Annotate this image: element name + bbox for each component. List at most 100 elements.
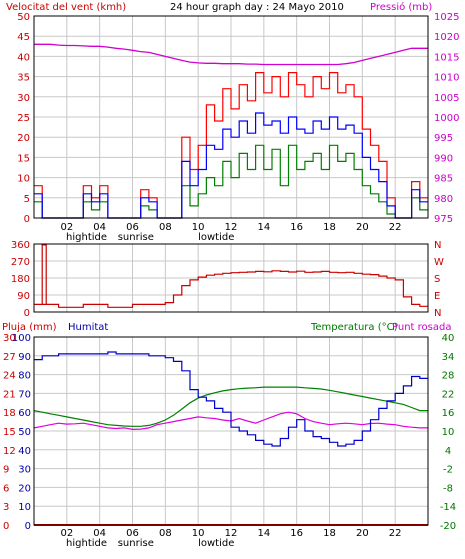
p1-ytick-right-975: 975 (434, 214, 453, 225)
p3-ytick-rain-21: 21 (3, 389, 16, 400)
p3-ytick-hum-100: 100 (12, 333, 31, 344)
p3-ytick-right--8: -8 (443, 483, 453, 494)
p3-ytick-rain-12: 12 (3, 446, 16, 457)
p3-ytick-right-40: 40 (442, 333, 455, 344)
p3-ytick-rain-24: 24 (3, 371, 16, 382)
p3-xtick-14: 14 (257, 528, 270, 539)
p1-ytick-left-20: 20 (17, 133, 30, 144)
p2-ytick-right-N-4: N (434, 308, 441, 319)
p3-xtick-12: 12 (225, 528, 238, 539)
p1-ytick-left-0: 0 (24, 214, 30, 225)
p3-ytick-hum-50: 50 (18, 427, 31, 438)
p1-ytick-left-10: 10 (17, 174, 30, 185)
p3-ytick-hum-10: 10 (18, 502, 31, 513)
p3-event-lowtide: lowtide (198, 538, 234, 549)
p1-ytick-left-15: 15 (17, 153, 30, 164)
temperature-label: Temperatura (°C) (310, 322, 398, 333)
p3-ytick-hum-20: 20 (18, 483, 31, 494)
p3-ytick-rain-18: 18 (3, 408, 16, 419)
wind-speed-label: Velocitat del vent (kmh) (6, 2, 126, 13)
p3-xtick-10: 10 (192, 528, 205, 539)
p3-xtick-08: 08 (159, 528, 172, 539)
p1-xtick-06: 06 (126, 222, 139, 233)
p1-ytick-right-1010: 1010 (434, 73, 459, 84)
p3-ytick-rain-6: 6 (3, 483, 9, 494)
p1-ytick-left-5: 5 (24, 194, 30, 205)
p3-ytick-right--14: -14 (440, 502, 456, 513)
p1-event-sunrise: sunrise (118, 232, 154, 243)
p1-xtick-20: 20 (356, 222, 369, 233)
p3-ytick-rain-0: 0 (3, 521, 9, 532)
pressure-series-line (34, 43, 428, 66)
p1-xtick-18: 18 (323, 222, 336, 233)
p1-ytick-left-35: 35 (17, 73, 30, 84)
humidity-temperature-panel: 3027242118151296301009080706050403020100… (3, 333, 456, 549)
p3-xtick-20: 20 (356, 528, 369, 539)
p3-ytick-rain-3: 3 (3, 502, 9, 513)
p3-ytick-rain-15: 15 (3, 427, 16, 438)
dewpoint-label: Punt rosada (392, 322, 451, 333)
p3-ytick-hum-90: 90 (18, 352, 31, 363)
p3-ytick-right-28: 28 (442, 371, 455, 382)
p2-ytick-left-270: 270 (11, 257, 30, 268)
p3-xtick-02: 02 (60, 528, 73, 539)
p3-xtick-18: 18 (323, 528, 336, 539)
p3-ytick-hum-40: 40 (18, 446, 31, 457)
p1-ytick-right-990: 990 (434, 153, 453, 164)
p2-ytick-right-S-2: S (434, 274, 440, 285)
p3-ytick-right-22: 22 (442, 389, 455, 400)
p1-event-hightide: hightide (66, 232, 107, 243)
p3-xtick-06: 06 (126, 528, 139, 539)
p1-ytick-right-1025: 1025 (434, 12, 459, 23)
p1-ytick-right-1005: 1005 (434, 93, 459, 104)
p3-xtick-04: 04 (93, 528, 106, 539)
p3-xtick-22: 22 (389, 528, 402, 539)
pressure-label: Pressió (mb) (370, 1, 432, 13)
p3-ytick-right--20: -20 (440, 521, 456, 532)
p3-ytick-hum-60: 60 (18, 408, 31, 419)
p3-ytick-hum-70: 70 (18, 389, 31, 400)
p1-ytick-left-25: 25 (17, 113, 30, 124)
p1-xtick-10: 10 (192, 222, 205, 233)
p2-frame (33, 243, 429, 313)
p1-ytick-left-30: 30 (17, 93, 30, 104)
p3-ytick-hum-30: 30 (18, 465, 31, 476)
p3-ytick-right-4: 4 (445, 446, 451, 457)
rain-label: Pluja (mm) (2, 322, 57, 333)
p1-ytick-left-50: 50 (17, 12, 30, 23)
p1-ytick-right-1020: 1020 (434, 32, 459, 43)
p1-frame (33, 15, 429, 219)
p3-frame (33, 336, 429, 526)
p3-xtick-16: 16 (290, 528, 303, 539)
p3-ytick-rain-30: 30 (3, 333, 16, 344)
p3-ytick-right-34: 34 (442, 352, 455, 363)
p1-ytick-left-40: 40 (17, 52, 30, 63)
p1-event-lowtide: lowtide (198, 232, 234, 243)
humidity-label: Humitat (68, 322, 108, 333)
p1-xtick-12: 12 (225, 222, 238, 233)
p2-ytick-left-180: 180 (11, 274, 30, 285)
p3-ytick-rain-27: 27 (3, 352, 16, 363)
wind-direction-spike (41, 244, 47, 305)
p2-ytick-left-360: 360 (11, 240, 30, 251)
p1-ytick-right-980: 980 (434, 194, 453, 205)
humidity-series-line (34, 351, 428, 447)
p1-ytick-right-1000: 1000 (434, 113, 459, 124)
p3-ytick-right--2: -2 (443, 465, 453, 476)
p2-ytick-right-N-0: N (434, 240, 441, 251)
p1-ytick-left-45: 45 (17, 32, 30, 43)
p3-ytick-rain-9: 9 (3, 465, 9, 476)
wind-direction-series-line (34, 270, 428, 308)
p2-ytick-left-90: 90 (17, 291, 30, 302)
wind-pressure-panel: 5045403530252015105010251020101510101005… (17, 12, 459, 243)
p1-ytick-right-1015: 1015 (434, 52, 459, 63)
p1-xtick-02: 02 (60, 222, 73, 233)
p1-xtick-08: 08 (159, 222, 172, 233)
p1-xtick-14: 14 (257, 222, 270, 233)
p2-ytick-left-0: 0 (24, 308, 30, 319)
p3-ytick-right-16: 16 (442, 408, 455, 419)
p2-ytick-right-W-1: W (434, 257, 444, 268)
graph-title: 24 hour graph day : 24 Mayo 2010 (170, 2, 344, 13)
